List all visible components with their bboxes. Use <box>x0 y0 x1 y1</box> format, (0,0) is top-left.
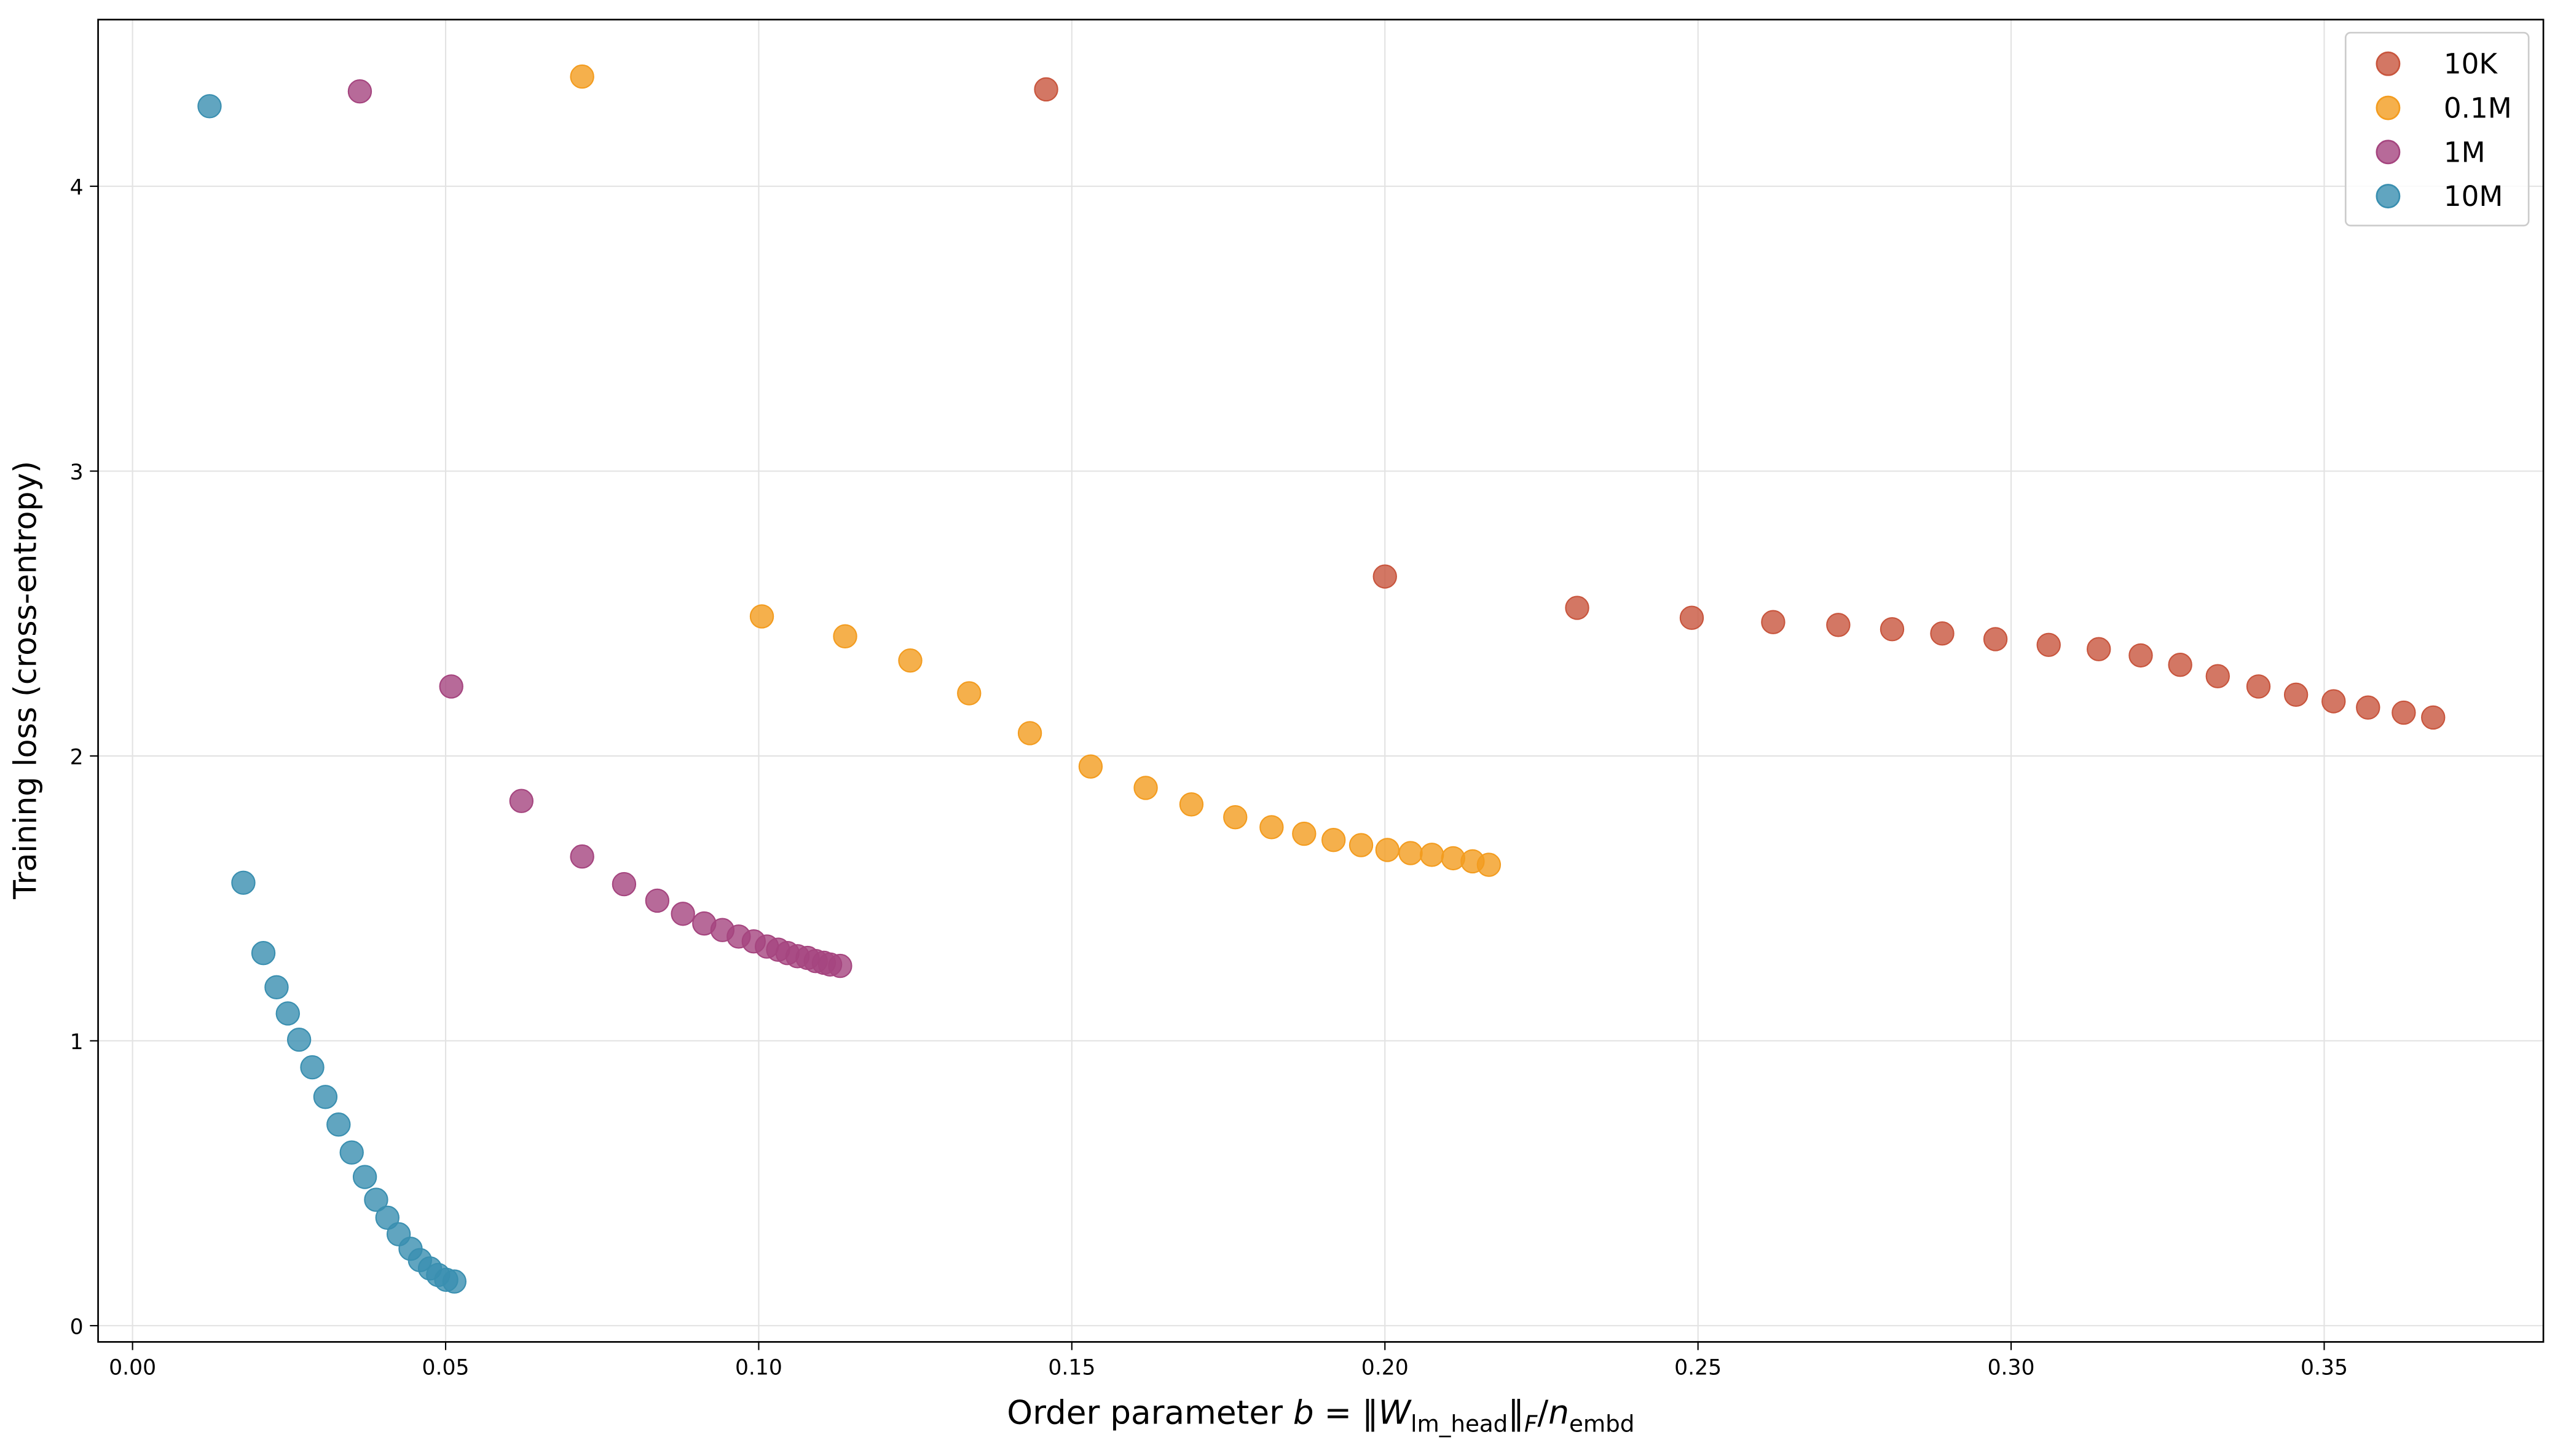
x-label-part: ‖ <box>1508 1393 1524 1431</box>
point <box>352 1165 377 1189</box>
point <box>671 902 695 926</box>
point <box>2392 700 2416 725</box>
legend-marker <box>2376 140 2401 165</box>
point <box>2356 695 2380 720</box>
point <box>509 789 533 813</box>
point <box>2283 682 2309 707</box>
point <box>1419 843 1444 867</box>
x-label-part: / <box>1537 1393 1548 1431</box>
point <box>2087 637 2111 661</box>
x-tick-label: 0.15 <box>1048 1356 1095 1380</box>
point <box>439 674 463 699</box>
x-label-part: Order parameter <box>1007 1393 1293 1431</box>
y-tick-label: 1 <box>70 1030 84 1055</box>
y-axis-label: Training loss (cross-entropy) <box>7 461 44 900</box>
point <box>313 1085 338 1109</box>
x-tick-label: 0.20 <box>1361 1356 1409 1380</box>
point <box>375 1205 400 1230</box>
legend-marker <box>2376 51 2401 76</box>
point <box>300 1055 325 1080</box>
point <box>2168 653 2192 677</box>
plot-frame <box>97 18 2545 1343</box>
point <box>1880 617 1905 642</box>
x-tick-label: 0.10 <box>735 1356 782 1380</box>
point <box>898 648 923 673</box>
point <box>231 870 256 895</box>
point <box>1565 596 1589 620</box>
point <box>1679 605 1704 630</box>
point <box>1348 833 1374 857</box>
point <box>833 624 857 649</box>
point <box>1078 754 1103 779</box>
point <box>1292 821 1317 846</box>
point <box>1372 564 1397 589</box>
point <box>2036 632 2061 657</box>
point <box>339 1140 364 1165</box>
point <box>1375 838 1400 862</box>
point <box>2205 664 2230 688</box>
point <box>749 604 774 629</box>
point <box>1826 613 1851 637</box>
x-label-part: embd <box>1569 1411 1634 1438</box>
point <box>1398 841 1423 865</box>
point <box>1017 721 1042 746</box>
point <box>364 1187 388 1212</box>
point <box>828 953 852 978</box>
point <box>1321 828 1346 852</box>
point <box>275 1001 300 1026</box>
point <box>612 872 637 897</box>
legend-frame <box>2344 31 2530 227</box>
x-label-part: W <box>1379 1393 1412 1431</box>
point <box>1034 77 1058 102</box>
point <box>1179 792 1204 817</box>
x-label-part: F <box>1524 1411 1538 1438</box>
y-tick-label: 0 <box>70 1315 84 1339</box>
y-tick-label: 3 <box>70 460 84 485</box>
point <box>1761 610 1785 634</box>
x-label-part: n <box>1548 1393 1569 1431</box>
x-label-part: = ‖ <box>1314 1393 1379 1431</box>
point <box>347 79 372 104</box>
point <box>2128 643 2153 668</box>
point <box>570 64 594 89</box>
x-label-part: lm_head <box>1411 1411 1508 1438</box>
point <box>1983 627 2008 651</box>
point <box>645 888 670 913</box>
x-label-part: b <box>1293 1393 1314 1431</box>
legend-label: 0.1M <box>2444 92 2512 124</box>
x-tick-label: 0.35 <box>2301 1356 2348 1380</box>
x-tick-label: 0.00 <box>109 1356 156 1380</box>
y-tick-label: 2 <box>70 745 84 769</box>
point <box>1133 776 1158 800</box>
point <box>2321 689 2346 714</box>
point <box>1223 805 1248 830</box>
point <box>326 1112 351 1137</box>
point <box>442 1269 467 1294</box>
legend-label: 10K <box>2444 48 2498 81</box>
point <box>1259 815 1284 840</box>
x-tick-label: 0.05 <box>422 1356 470 1380</box>
x-tick-label: 0.25 <box>1674 1356 1722 1380</box>
point <box>1930 621 1955 646</box>
point <box>570 844 594 869</box>
legend-label: 10M <box>2444 180 2503 213</box>
point <box>264 975 289 1000</box>
point <box>286 1027 312 1052</box>
x-tick-label: 0.30 <box>1988 1356 2035 1380</box>
point <box>251 941 276 966</box>
legend-marker <box>2376 95 2401 120</box>
legend-label: 1M <box>2444 136 2486 168</box>
point <box>2246 674 2271 699</box>
point <box>2421 705 2446 730</box>
legend-marker <box>2376 184 2401 209</box>
x-axis-label: Order parameter b = ‖Wlm_head‖F/nembd <box>1007 1393 1634 1437</box>
point <box>1476 852 1502 877</box>
point <box>197 94 222 119</box>
point <box>957 681 982 706</box>
y-tick-label: 4 <box>70 175 84 200</box>
